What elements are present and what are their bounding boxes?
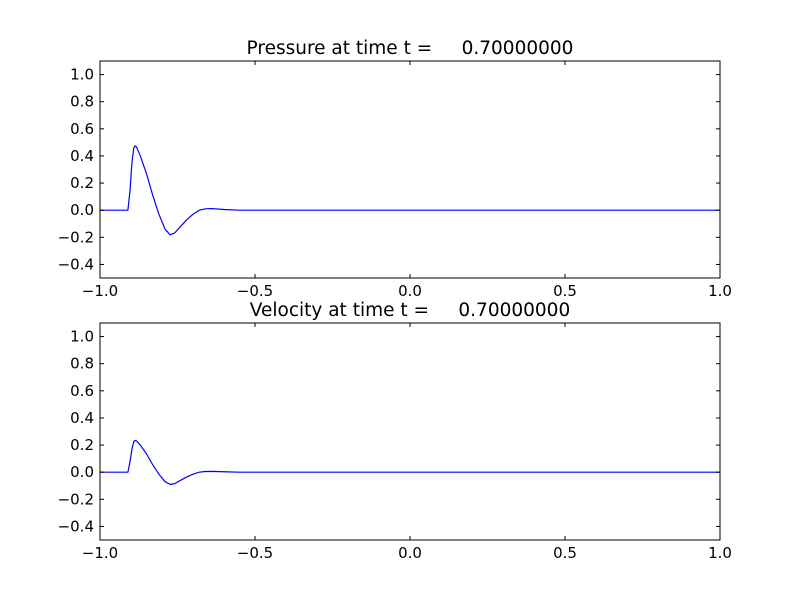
y-tick-label: −0.4 <box>58 517 94 535</box>
x-tick-label: 0.5 <box>553 282 577 300</box>
y-tick-label: 1.0 <box>70 66 94 84</box>
y-tick-label: 0.2 <box>70 436 94 454</box>
series-line <box>100 439 720 485</box>
y-tick-label: 0.8 <box>70 93 94 111</box>
y-tick-label: 0.4 <box>70 409 94 427</box>
y-tick-label: 1.0 <box>70 328 94 346</box>
x-tick-label: −0.5 <box>237 282 273 300</box>
x-tick-label: 0.5 <box>553 544 577 562</box>
x-tick-label: −1.0 <box>82 544 118 562</box>
y-tick-label: 0.0 <box>70 463 94 481</box>
x-tick-label: 1.0 <box>708 282 732 300</box>
x-tick-label: −1.0 <box>82 282 118 300</box>
y-tick-label: 0.2 <box>70 174 94 192</box>
series-line <box>100 145 720 236</box>
x-tick-label: 0.0 <box>398 282 422 300</box>
y-tick-label: −0.2 <box>58 490 94 508</box>
axes-frame <box>99 322 721 541</box>
x-tick-label: 1.0 <box>708 544 732 562</box>
y-tick-label: 0.0 <box>70 201 94 219</box>
x-tick-label: 0.0 <box>398 544 422 562</box>
x-tick-label: −0.5 <box>237 544 273 562</box>
y-tick-label: 0.6 <box>70 120 94 138</box>
subplot-1: −1.0 −0.5 0.0 0.5 1.0 −0.4 −0.2 0.0 0.2 0.4 0.6 0.8… <box>58 38 732 300</box>
chart-title: Velocity at time t = 0.70000000 <box>250 300 570 321</box>
subplot-2: −1.0 −0.5 0.0 0.5 1.0 −0.4 −0.2 0.0 0.2 0.4 0.6 0.8… <box>58 300 732 562</box>
chart-title: Pressure at time t = 0.70000000 <box>247 38 574 59</box>
y-tick-label: 0.8 <box>70 355 94 373</box>
y-tick-label: 0.6 <box>70 382 94 400</box>
y-tick-label: −0.2 <box>58 228 94 246</box>
axes-frame <box>99 60 721 279</box>
y-tick-label: 0.4 <box>70 147 94 165</box>
y-tick-label: −0.4 <box>58 255 94 273</box>
